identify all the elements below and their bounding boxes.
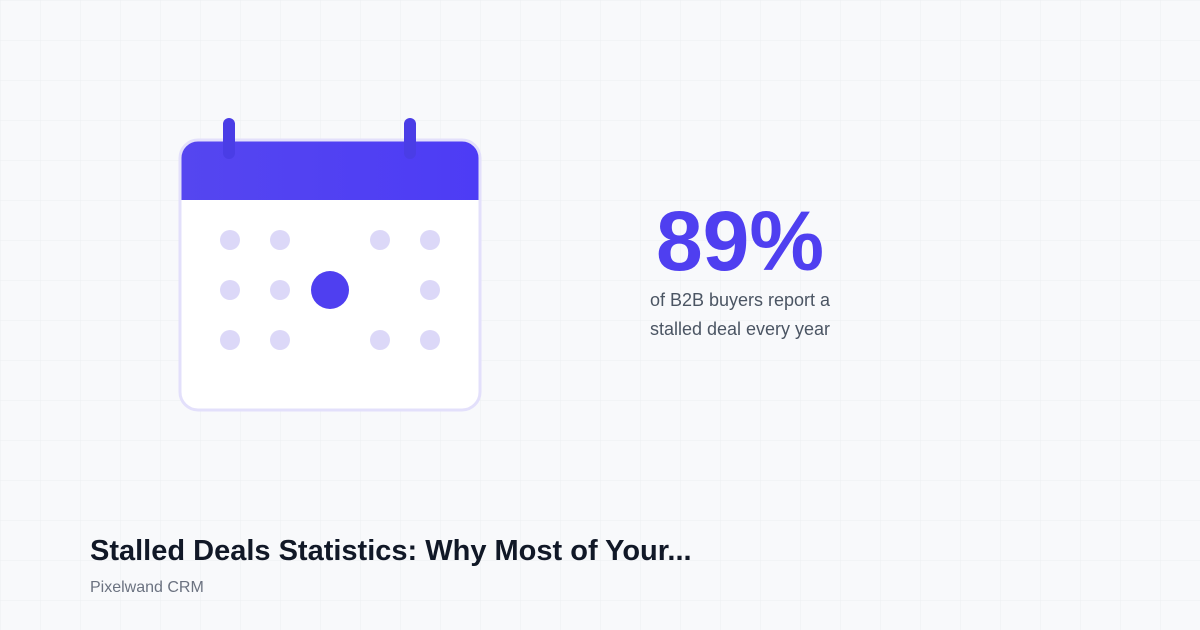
brand-name: Pixelwand CRM — [90, 579, 204, 596]
day-dot — [270, 330, 290, 350]
calendar-days — [220, 230, 440, 350]
highlighted-day — [311, 271, 349, 309]
day-dot — [270, 280, 290, 300]
day-dot — [370, 330, 390, 350]
calendar-icon — [178, 118, 482, 412]
day-dot — [420, 330, 440, 350]
stat-description: stalled deal every year — [650, 319, 830, 339]
calendar-border — [178, 138, 482, 412]
day-dot — [220, 280, 240, 300]
day-dot — [420, 280, 440, 300]
day-dot — [420, 230, 440, 250]
calendar-ring — [404, 118, 416, 159]
stat-value: 89% — [656, 194, 824, 288]
day-dot — [220, 230, 240, 250]
stat-description: of B2B buyers report a — [650, 290, 831, 310]
calendar-ring — [223, 118, 235, 159]
day-dot — [270, 230, 290, 250]
day-dot — [220, 330, 240, 350]
article-title: Stalled Deals Statistics: Why Most of Yo… — [90, 535, 692, 567]
day-dot — [370, 230, 390, 250]
